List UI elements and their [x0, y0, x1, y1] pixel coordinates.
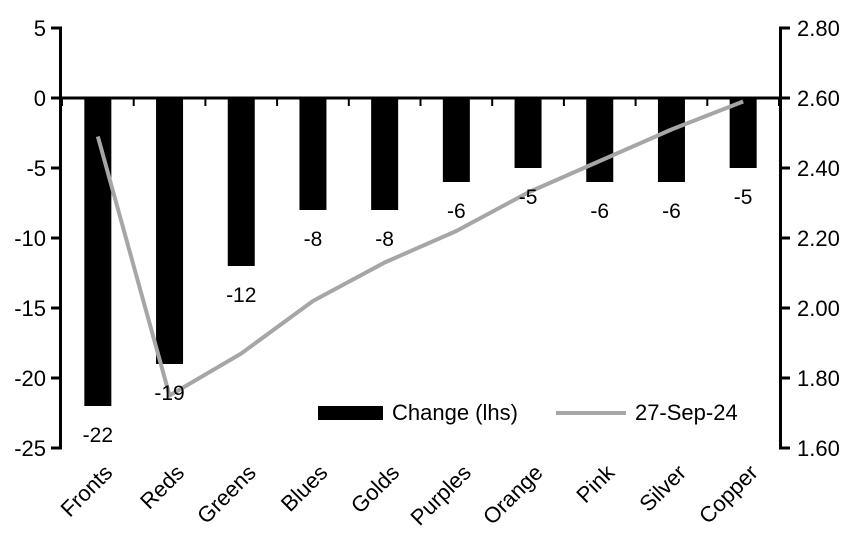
bar-greens	[227, 99, 255, 266]
bar-data-label: -6	[447, 200, 466, 223]
left-axis-tick-label: -5	[26, 156, 46, 181]
bar-fronts	[84, 99, 112, 406]
line-series-swatch	[555, 411, 626, 415]
right-axis-tick-label: 2.80	[797, 16, 840, 41]
line-series	[95, 99, 744, 398]
bar-data-label: -5	[734, 186, 753, 209]
x-label-orange: Orange	[478, 460, 548, 530]
bar-series-swatch	[318, 406, 383, 420]
left-axis-tick-label: 0	[34, 86, 46, 111]
bar-series	[84, 99, 757, 406]
x-label-purples: Purples	[405, 460, 475, 530]
bar-blues	[299, 99, 327, 210]
right-axis-tick-label: 1.60	[797, 436, 840, 461]
bar-silver	[657, 99, 685, 182]
legend-item-date: 27-Sep-24	[555, 400, 738, 426]
left-axis-tick-label: -25	[14, 436, 46, 461]
bar-data-label: -19	[154, 382, 184, 405]
right-axis: 2.80 2.60 2.40 2.20 2.00 1.80 1.60	[779, 16, 840, 461]
right-axis-tick-label: 2.20	[797, 226, 840, 251]
right-axis-tick-label: 2.60	[797, 86, 840, 111]
bar-data-label: -6	[662, 200, 681, 223]
legend-label-change: Change (lhs)	[392, 400, 518, 425]
left-axis-tick-label: -10	[14, 226, 46, 251]
bar-copper	[729, 99, 757, 168]
x-label-greens: Greens	[192, 460, 261, 529]
bar-purples	[442, 99, 470, 182]
x-category-labels: Fronts Reds Greens Blues Golds Purples Orange P…	[56, 459, 763, 530]
right-axis-tick-label: 1.80	[797, 366, 840, 391]
legend-item-change: Change (lhs)	[318, 400, 518, 426]
bar-golds	[371, 99, 399, 210]
left-axis: 5 0 -5 -10 -15 -20 -25	[14, 16, 62, 461]
left-axis-tick-label: -20	[14, 366, 46, 391]
bar-data-labels: -22 -19 -12 -8 -8 -6 -5 -6 -6 -5	[83, 186, 753, 447]
bar-data-label: -8	[304, 228, 323, 251]
x-label-copper: Copper	[694, 460, 763, 529]
bar-data-label: -8	[375, 228, 394, 251]
bar-data-label: -22	[83, 424, 113, 447]
x-label-silver: Silver	[634, 460, 691, 517]
x-label-blues: Blues	[276, 460, 333, 517]
x-label-golds: Golds	[346, 460, 404, 518]
right-axis-tick-label: 2.00	[797, 296, 840, 321]
bar-reds	[156, 99, 184, 364]
line-series-group	[95, 99, 744, 398]
right-axis-tick-label: 2.40	[797, 156, 840, 181]
bar-data-label: -12	[226, 284, 256, 307]
bar-data-label: -6	[590, 200, 609, 223]
bar-pink	[586, 99, 614, 182]
x-label-pink: Pink	[571, 459, 620, 508]
bar-data-label: -5	[519, 186, 538, 209]
x-label-fronts: Fronts	[56, 460, 118, 522]
left-axis-tick-label: -15	[14, 296, 46, 321]
legend: Change (lhs) 27-Sep-24	[318, 400, 738, 426]
left-axis-tick-label: 5	[34, 16, 46, 41]
bar-orange	[514, 99, 542, 168]
x-label-reds: Reds	[135, 460, 189, 514]
legend-label-date: 27-Sep-24	[634, 400, 738, 425]
